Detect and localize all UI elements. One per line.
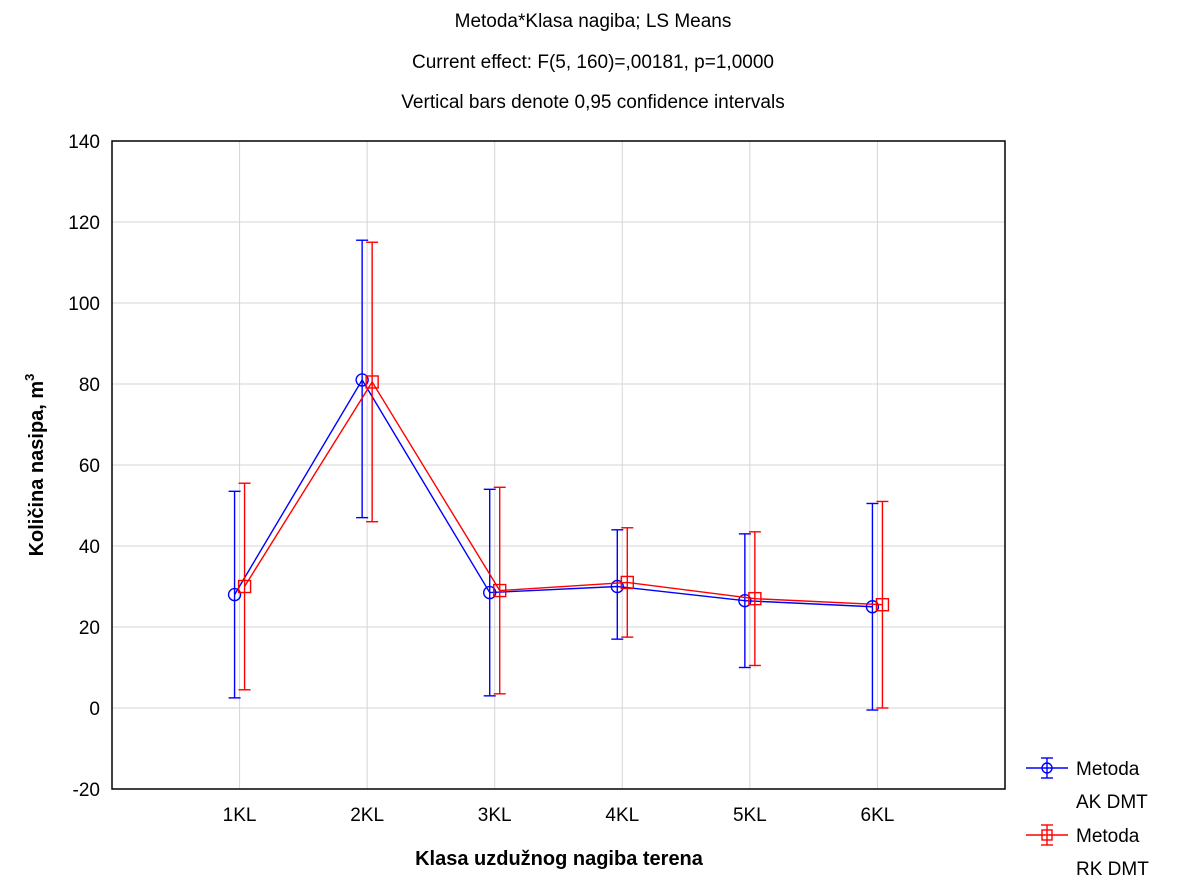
data-point	[365, 375, 379, 389]
legend-label-line2: RK DMT	[1076, 859, 1149, 879]
series-rk-dmt	[237, 241, 890, 709]
y-tick-label: 80	[79, 375, 100, 396]
tick-labels-layer: -20 0 20 40 60 80 100 120 140 1KL 2KL 3KL 4KL 5KL 6KL	[68, 132, 894, 826]
data-point	[748, 591, 762, 606]
y-tick-label: 140	[68, 132, 100, 153]
legend-marker-swatch	[1041, 829, 1053, 841]
chart-subtitle-ci: Vertical bars denote 0,95 confidence int…	[401, 92, 784, 113]
x-tick-label: 6KL	[861, 805, 895, 826]
x-tick-label: 2KL	[350, 805, 384, 826]
x-tick-label: 4KL	[605, 805, 639, 826]
y-axis-title-text: Količina nasipa, m	[26, 381, 48, 557]
x-axis-title: Klasa uzdužnog nagiba terena	[415, 848, 704, 870]
data-point	[227, 587, 242, 602]
data-point	[738, 593, 752, 608]
chart-subtitle-effect: Current effect: F(5, 160)=,00181, p=1,00…	[412, 52, 774, 73]
plot-frame	[111, 140, 1006, 790]
grid-layer	[112, 141, 1005, 789]
y-tick-label: 120	[68, 213, 100, 234]
y-tick-label: 100	[68, 294, 100, 315]
y-axis-title-superscript: 3	[22, 374, 37, 381]
legend-label-line1: Metoda	[1076, 759, 1140, 780]
y-axis-title: Količina nasipa, m3	[22, 374, 48, 557]
legend-item-rk-dmt: Metoda RK DMT	[1026, 824, 1149, 880]
data-point	[237, 579, 252, 594]
chart-title: Metoda*Klasa nagiba; LS Means	[455, 11, 732, 32]
y-tick-label: -20	[73, 780, 100, 801]
x-tick-label: 5KL	[733, 805, 767, 826]
data-point	[355, 373, 369, 387]
legend: Metoda AK DMT Metoda RK DMT	[1026, 757, 1149, 880]
series-layer	[227, 239, 890, 711]
x-tick-label: 3KL	[478, 805, 512, 826]
y-tick-label: 0	[89, 699, 100, 720]
legend-marker-swatch	[1041, 762, 1053, 774]
data-point	[493, 583, 507, 598]
legend-item-ak-dmt: Metoda AK DMT	[1026, 757, 1148, 813]
data-point	[610, 579, 624, 594]
series-line	[233, 378, 873, 608]
data-point	[483, 585, 497, 600]
series-ak-dmt	[227, 239, 880, 711]
chart-title-group: Metoda*Klasa nagiba; LS Means Current ef…	[401, 11, 784, 113]
legend-label-line2: AK DMT	[1076, 792, 1148, 813]
data-point	[620, 575, 634, 590]
y-tick-label: 20	[79, 618, 100, 639]
legend-label-line1: Metoda	[1076, 826, 1140, 847]
y-tick-label: 40	[79, 537, 100, 558]
y-tick-label: 60	[79, 456, 100, 477]
series-line	[243, 380, 883, 606]
data-point	[865, 600, 880, 614]
data-point	[875, 598, 890, 612]
x-tick-label: 1KL	[223, 805, 257, 826]
